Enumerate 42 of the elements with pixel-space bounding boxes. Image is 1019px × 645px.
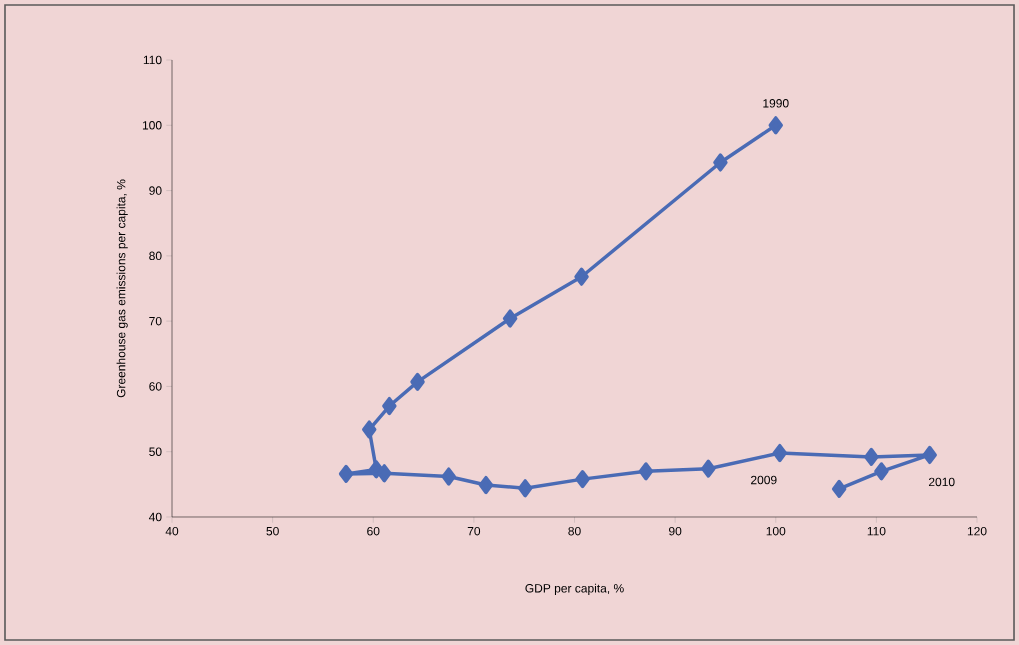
point: [831, 479, 847, 498]
x-tick-label: 70: [467, 526, 481, 536]
y-tick-label: 100: [142, 121, 162, 130]
point: [361, 420, 377, 439]
y-tick-label: 60: [149, 382, 162, 391]
point: [338, 464, 354, 483]
point: [768, 116, 783, 135]
point: [574, 267, 589, 286]
x-tick-label: 40: [165, 526, 179, 536]
point: [410, 372, 425, 391]
point: [441, 467, 456, 486]
y-tick-label: 70: [149, 316, 162, 326]
y-axis-title: Greenhouse gas emissions per capita, %: [116, 179, 128, 398]
point: [377, 464, 392, 483]
x-tick-label: 100: [766, 526, 786, 536]
point: [874, 462, 889, 481]
point: [382, 396, 397, 416]
y-tick-label: 110: [143, 55, 162, 65]
point: [713, 153, 728, 172]
x-tick-label: 120: [967, 526, 987, 536]
y-tick-label: 80: [149, 251, 162, 261]
point: [922, 445, 937, 465]
point: [502, 309, 518, 328]
point: [638, 462, 654, 481]
annotation: 1990: [763, 99, 789, 108]
x-tick-label: 50: [266, 526, 279, 536]
point: [864, 447, 879, 467]
x-tick-label: 80: [568, 526, 581, 536]
y-tick-label: 50: [149, 447, 162, 456]
x-tick-label: 110: [867, 526, 886, 536]
y-tick-label: 40: [148, 512, 162, 522]
point: [575, 470, 590, 489]
annotation: 2009: [751, 475, 777, 485]
x-tick-label: 60: [367, 526, 380, 536]
y-tick-label: 90: [149, 186, 162, 195]
point: [478, 475, 494, 495]
x-axis-title: GDP per capita, %: [525, 583, 624, 595]
point: [517, 479, 533, 498]
annotation: 2010: [928, 477, 955, 487]
point: [772, 443, 788, 463]
point: [701, 459, 716, 478]
x-tick-label: 90: [669, 526, 682, 536]
